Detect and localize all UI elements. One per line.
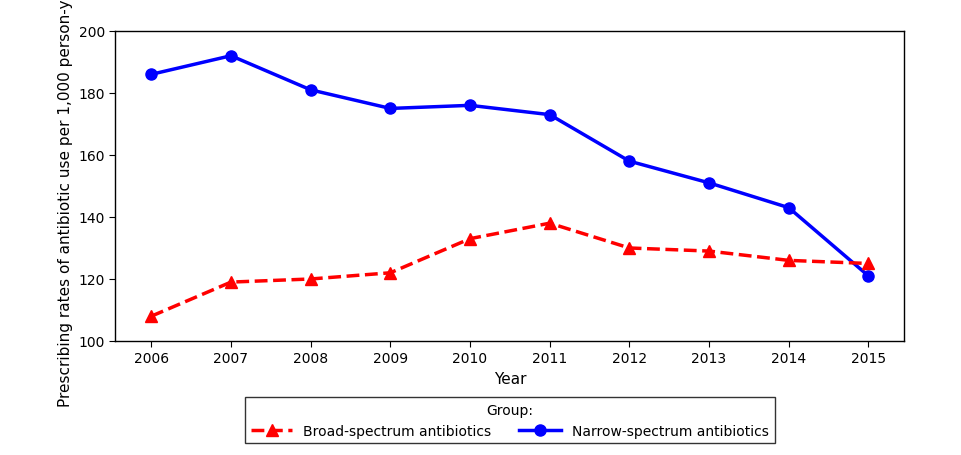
Legend: Broad-spectrum antibiotics, Narrow-spectrum antibiotics: Broad-spectrum antibiotics, Narrow-spect… [245, 398, 774, 444]
X-axis label: Year: Year [493, 371, 526, 386]
Y-axis label: Prescribing rates of antibiotic use per 1,000 person-years: Prescribing rates of antibiotic use per … [58, 0, 73, 406]
